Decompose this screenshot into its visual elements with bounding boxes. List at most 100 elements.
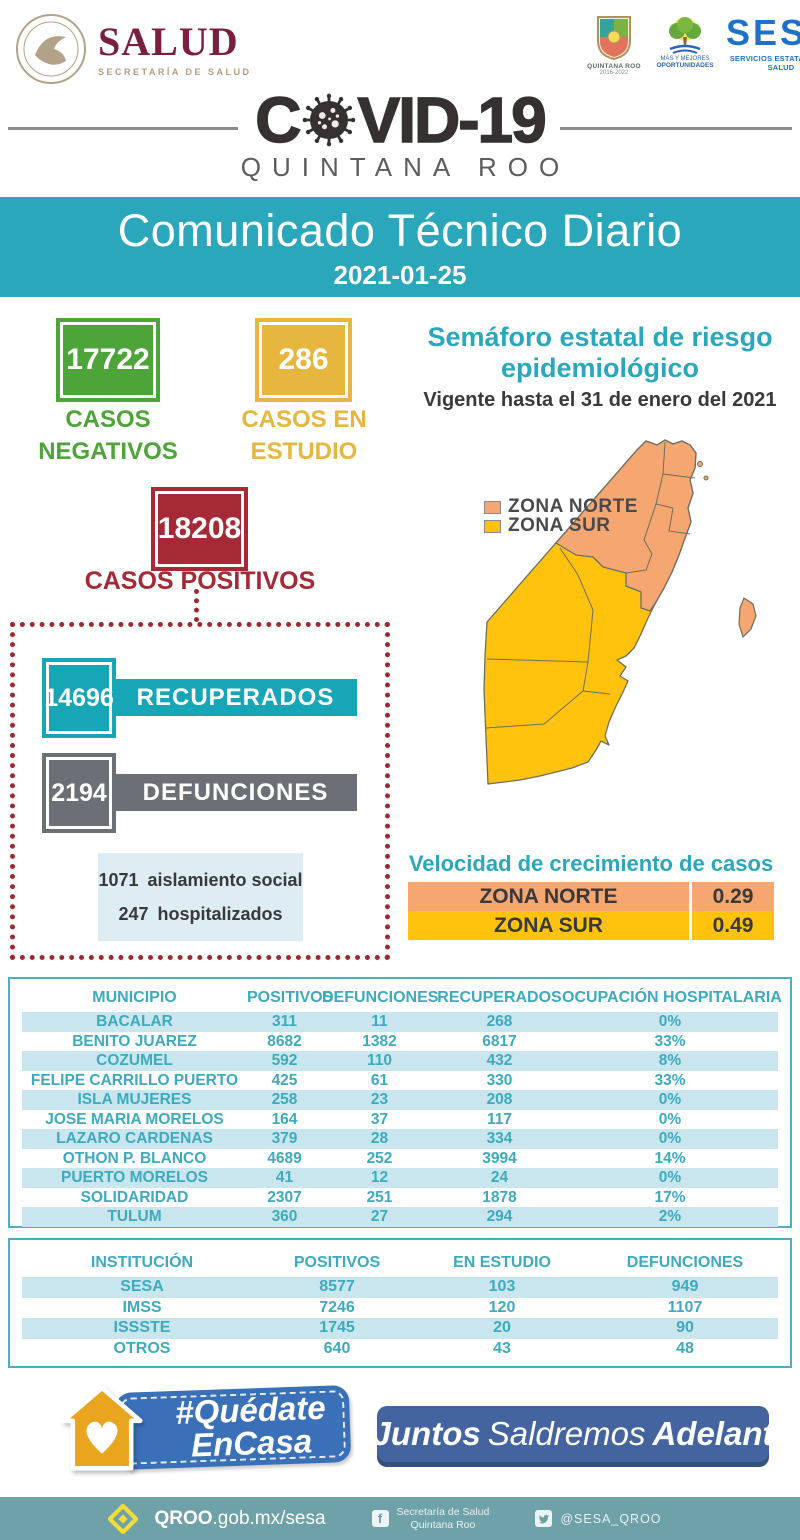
oportunidades-logo: MÁS Y MEJORES OPORTUNIDADES <box>655 15 715 69</box>
municipios-header-row: MUNICIPIO POSITIVOS DEFUNCIONES RECUPERA… <box>22 987 782 1012</box>
casos-positivos-value: 18208 <box>157 512 242 545</box>
table-cell: 12 <box>322 1168 437 1188</box>
title-banner: Comunicado Técnico Diario 2021-01-25 <box>0 197 800 297</box>
table-cell: 4689 <box>267 1149 302 1167</box>
municipio-row: TULUM 360 27 294 2% <box>22 1207 778 1227</box>
instituciones-table: INSTITUCIÓN POSITIVOS EN ESTUDIO DEFUNCI… <box>22 1252 778 1359</box>
tree-icon <box>669 17 701 54</box>
table-cell: 2307 <box>267 1188 302 1206</box>
zona-norte-swatch <box>484 500 501 514</box>
table-cell: 23 <box>322 1090 437 1110</box>
casos-negativos-label: CASOS NEGATIVOS <box>38 406 178 466</box>
table-cell: 1745 <box>262 1318 412 1339</box>
header-right-logos: QUINTANA ROO 2016-2022 MÁS Y MEJORES OPO… <box>584 12 800 77</box>
casos-negativos-box: 17722 <box>56 318 160 402</box>
table-cell: 90 <box>592 1318 778 1339</box>
table-cell: 360 <box>247 1207 322 1227</box>
juntos-saldremos-banner: #Juntos Saldremos Adelante <box>354 1406 792 1462</box>
institucion-row: ISSSTE 1745 20 90 <box>22 1318 778 1339</box>
twitter-handle: @SESA_QROO <box>560 1511 662 1526</box>
twitter-icon <box>535 1510 553 1527</box>
table-cell: 27 <box>322 1207 437 1227</box>
sesa-subtitle: SERVICIOS ESTATALES DE SALUD <box>729 54 800 72</box>
table-cell: 48 <box>676 1339 694 1357</box>
sesa-wordmark: SESA <box>726 12 800 53</box>
active-breakdown-box: 1071 aislamiento social 247 hospitalizad… <box>98 853 303 941</box>
house-heart-icon <box>61 1385 143 1471</box>
table-cell: COZUMEL <box>22 1051 247 1071</box>
table-cell: 268 <box>437 1012 562 1032</box>
sesa-logo: SESA SERVICIOS ESTATALES DE SALUD <box>726 12 800 73</box>
table-cell: JOSE MARIA MORELOS <box>45 1110 224 1128</box>
semaforo-vigencia: Vigente hasta el 31 de enero del 2021 <box>423 389 777 411</box>
municipio-row: COZUMEL 592 110 432 8% <box>22 1051 778 1071</box>
municipio-row: FELIPE CARRILLO PUERTO 425 61 330 33% <box>22 1071 778 1091</box>
hospitalizados-label: hospitalizados <box>157 903 283 924</box>
column-header: INSTITUCIÓN <box>90 1254 194 1271</box>
covid-region-label: QUINTANA ROO <box>240 152 571 182</box>
oportunidades-line2: OPORTUNIDADES <box>656 62 714 69</box>
velocidad-title: Velocidad de crecimiento de casos <box>408 851 774 876</box>
salud-subtitle: SECRETARÍA DE SALUD <box>98 66 252 77</box>
zona-sur-swatch <box>484 519 501 533</box>
facebook-label: Secretaría de Salud Quintana Roo <box>396 1505 490 1531</box>
casos-en-estudio-label: CASOS EN ESTUDIO <box>241 406 367 466</box>
quintana-roo-years: 2016-2022 <box>599 70 629 76</box>
column-header: OCUPACIÓN HOSPITALARIA <box>562 989 782 1006</box>
defunciones-label-bar: DEFUNCIONES <box>114 774 357 811</box>
legend-zona-sur: ZONA SUR <box>484 515 638 536</box>
casos-positivos-label: CASOS POSITIVOS <box>84 567 316 595</box>
table-cell: 28 <box>322 1129 437 1149</box>
covid-letter-c: C <box>255 84 303 156</box>
table-cell: 61 <box>370 1071 389 1089</box>
aislamiento-label: aislamiento social <box>147 869 303 890</box>
municipio-row: BACALAR 311 11 268 0% <box>22 1012 778 1032</box>
semaforo-title: Semáforo estatal de riesgo epidemiológic… <box>427 322 773 384</box>
facebook-group: f Secretaría de Salud Quintana Roo <box>371 1505 490 1531</box>
facebook-icon: f <box>371 1510 389 1527</box>
table-cell: 425 <box>271 1071 298 1089</box>
table-cell: OTHON P. BLANCO <box>62 1149 207 1167</box>
velocidad-row-norte: ZONA NORTE 0.29 <box>408 882 774 911</box>
defunciones-value-box: 2194 <box>42 753 116 833</box>
table-cell: BACALAR <box>22 1012 247 1032</box>
cozumel-island <box>738 597 757 639</box>
municipio-row: JOSE MARIA MORELOS 164 37 117 0% <box>22 1110 778 1130</box>
casos-en-estudio-value: 286 <box>278 343 329 376</box>
municipios-table: MUNICIPIO POSITIVOS DEFUNCIONES RECUPERA… <box>22 987 782 1227</box>
table-cell: ISLA MUJERES <box>22 1090 247 1110</box>
table-cell: 1878 <box>482 1188 517 1206</box>
salud-wordmark: SALUD <box>98 18 239 64</box>
municipio-row: SOLIDARIDAD 2307 251 1878 17% <box>22 1188 778 1208</box>
site-url: QROO.gob.mx/sesa <box>154 1507 326 1529</box>
table-cell: 3994 <box>482 1149 517 1167</box>
salud-logo: SALUD SECRETARÍA DE SALUD <box>14 12 252 86</box>
table-cell: 251 <box>366 1188 393 1206</box>
table-cell: 208 <box>437 1090 562 1110</box>
hospitalizados-row: 247 hospitalizados <box>98 904 303 925</box>
legend-zona-norte: ZONA NORTE <box>484 496 638 517</box>
table-cell: 8% <box>562 1051 778 1071</box>
table-cell: 7246 <box>319 1298 355 1316</box>
table-cell: 11 <box>322 1012 437 1032</box>
table-cell: 33% <box>654 1071 686 1089</box>
casos-positivos-box: 18208 <box>151 487 248 571</box>
oportunidades-line1: MÁS Y MEJORES <box>660 56 710 62</box>
covid-wordmark: VID-19 <box>357 84 548 156</box>
table-cell: 0% <box>562 1129 778 1149</box>
table-cell: 334 <box>437 1129 562 1149</box>
institucion-row: IMSS 7246 120 1107 <box>22 1298 778 1319</box>
table-cell: 640 <box>323 1339 351 1357</box>
table-cell: 117 <box>486 1110 512 1128</box>
qroo-logo-icon <box>108 1503 139 1534</box>
table-cell: 103 <box>412 1277 592 1298</box>
aislamiento-row: 1071 aislamiento social <box>98 870 303 891</box>
table-cell: ISSSTE <box>22 1318 262 1339</box>
table-cell: 432 <box>437 1051 562 1071</box>
active-cases-panel <box>10 622 390 960</box>
table-cell: 120 <box>488 1298 516 1316</box>
table-cell: 17% <box>654 1188 686 1206</box>
column-header: POSITIVOS <box>247 989 334 1006</box>
table-cell: 14% <box>654 1149 686 1167</box>
map-legend: ZONA NORTE ZONA SUR <box>484 496 638 538</box>
